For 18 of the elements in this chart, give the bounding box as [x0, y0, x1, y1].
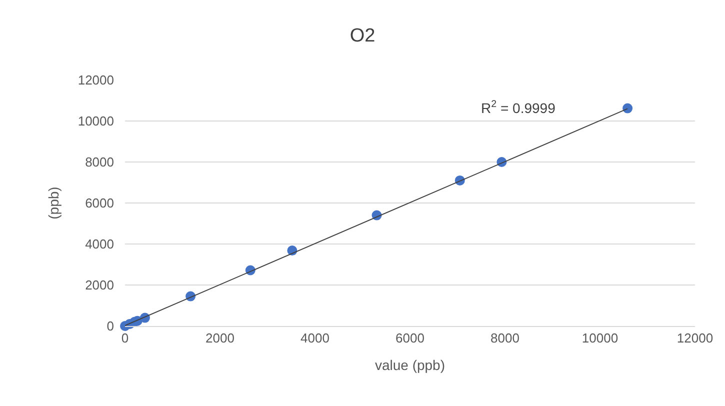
x-tick-label: 2000 [206, 330, 234, 346]
x-axis-title: value (ppb) [374, 356, 446, 373]
y-tick-label: 4000 [85, 236, 114, 252]
x-tick-label: 12000 [676, 330, 714, 346]
x-tick-label: 6000 [396, 330, 424, 346]
x-tick-label: 10000 [582, 330, 618, 346]
y-axis-title: (ppb) [45, 186, 62, 220]
chart-title: O2 [350, 26, 376, 47]
y-tick-label: 2000 [85, 278, 114, 293]
x-tick-label: 4000 [300, 330, 330, 346]
y-tick-label: 10000 [78, 114, 114, 129]
y-tick-label: 0 [106, 318, 114, 334]
annotation: R$^{2}$ = 0.9999 [481, 99, 556, 116]
y-tick-label: 6000 [85, 196, 114, 211]
x-tick-label: 0 [121, 330, 129, 346]
x-tick-label: 8000 [490, 330, 520, 346]
y-tick-label: 8000 [85, 154, 114, 170]
y-tick-label: 12000 [78, 72, 114, 88]
